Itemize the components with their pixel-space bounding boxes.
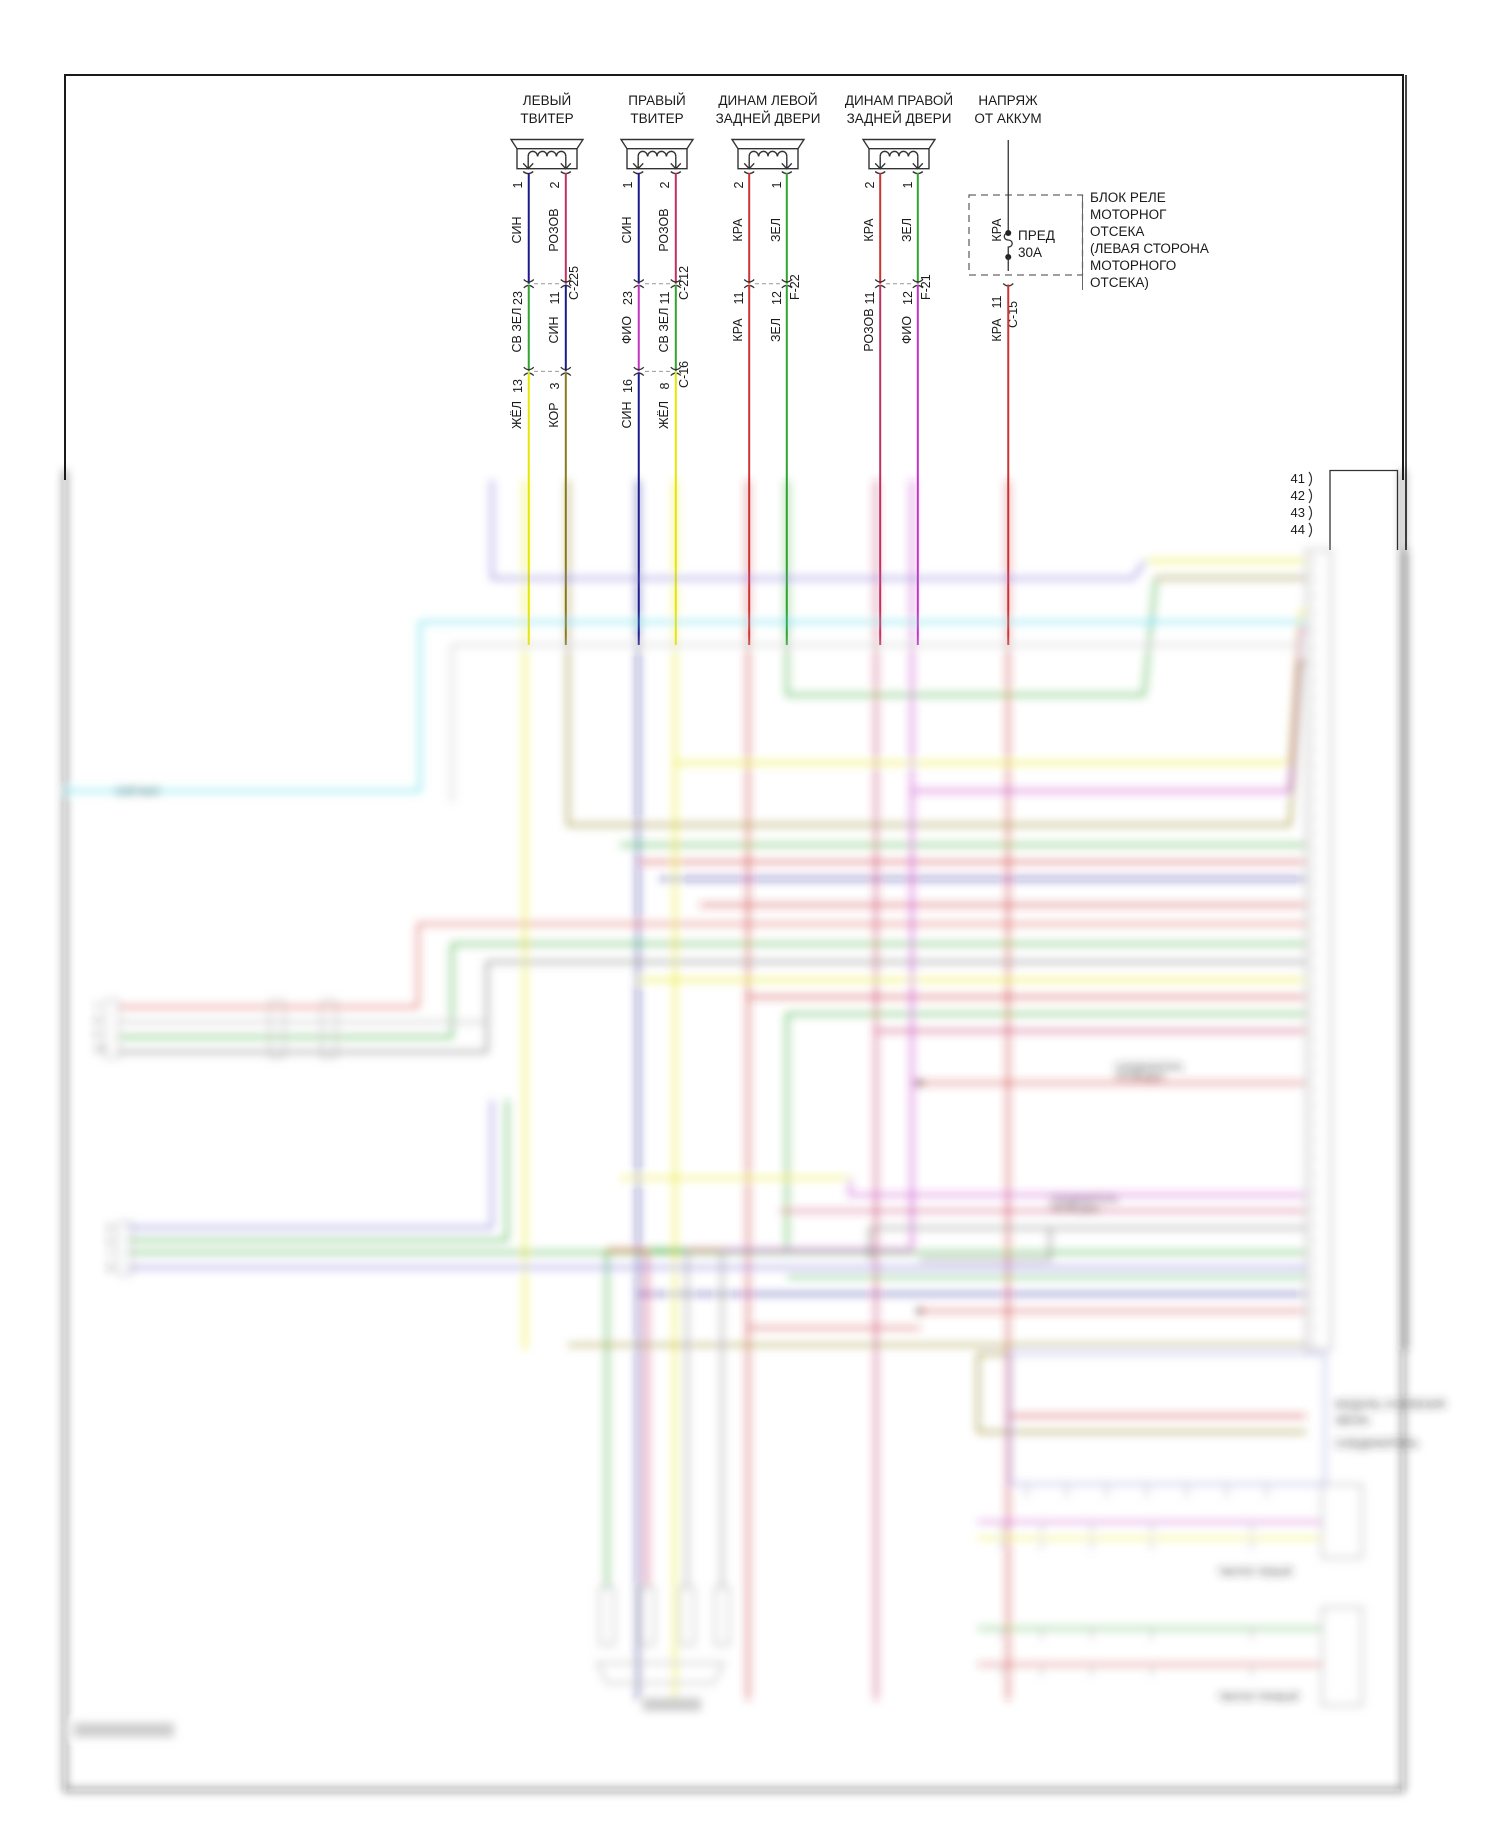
svg-text:СИГНАЛ: СИГНАЛ [115,786,160,798]
svg-text:ЗАДНЕЙ ДВЕРИ: ЗАДНЕЙ ДВЕРИ [716,111,821,126]
svg-text:C-225: C-225 [567,266,581,300]
svg-text:7: 7 [95,1002,100,1012]
svg-text:СОЕДИНИТЕЛЬ: СОЕДИНИТЕЛЬ [1050,1194,1118,1204]
svg-text:9: 9 [95,1030,100,1040]
svg-text:12: 12 [901,291,915,305]
svg-text:ЗВУКА: ЗВУКА [1335,1415,1370,1427]
svg-text:КРА: КРА [731,318,745,342]
svg-text:ДИНАМ ПРАВОЙ: ДИНАМ ПРАВОЙ [845,93,953,108]
svg-text:7: 7 [108,1249,113,1259]
svg-text:5: 5 [108,1223,113,1233]
svg-text:КРА: КРА [990,218,1004,242]
svg-text:ТВИТЕР ПРАВЫЙ: ТВИТЕР ПРАВЫЙ [1218,1691,1299,1703]
svg-text:8: 8 [95,1016,100,1026]
svg-text:6: 6 [108,1236,113,1246]
svg-text:КРА: КРА [862,218,876,242]
svg-text:ЗЕЛ: ЗЕЛ [769,318,783,342]
svg-text:1: 1 [621,181,635,188]
svg-text:2: 2 [732,181,746,188]
svg-text:СОЕДИНИТЕЛЬ: СОЕДИНИТЕЛЬ [1335,1438,1418,1450]
svg-text:СИН: СИН [547,316,561,343]
svg-text:10: 10 [95,1044,105,1054]
svg-text:2: 2 [658,181,672,188]
svg-text:МОДУЛЬ УСИЛЕНИЯ: МОДУЛЬ УСИЛЕНИЯ [1335,1399,1445,1411]
svg-text:43: 43 [1291,505,1305,520]
svg-text:11: 11 [548,291,562,304]
svg-text:НАПРЯЖ: НАПРЯЖ [978,93,1038,108]
svg-text:ПРЕД: ПРЕД [1018,228,1055,243]
svg-text:ТВИТЕР: ТВИТЕР [630,111,683,126]
svg-text:МОТОРНОГО: МОТОРНОГО [1090,258,1176,273]
svg-text:C-16: C-16 [677,361,691,388]
svg-text:СВ ЗЕЛ: СВ ЗЕЛ [510,308,524,353]
svg-text:2: 2 [863,181,877,188]
svg-text:ЛЕВЫЙ: ЛЕВЫЙ [523,93,572,108]
svg-text:2: 2 [548,181,562,188]
svg-text:13: 13 [511,379,525,393]
svg-text:ФИО: ФИО [900,316,914,344]
svg-text:1: 1 [901,181,915,188]
svg-text:ПРАВЫЙ: ПРАВЫЙ [628,93,685,108]
svg-text:ЖЁЛ: ЖЁЛ [657,401,671,429]
svg-text:КРА: КРА [990,318,1004,342]
svg-text:БЛОК РЕЛЕ: БЛОК РЕЛЕ [1090,190,1166,205]
svg-text:F-22: F-22 [788,274,802,300]
svg-text:СИН: СИН [620,401,634,428]
svg-text:РОЗОВ: РОЗОВ [547,208,561,251]
svg-text:C-212: C-212 [677,266,691,300]
svg-text:КРА: КРА [731,218,745,242]
svg-text:СВ ЗЕЛ: СВ ЗЕЛ [657,308,671,353]
svg-text:41: 41 [1291,471,1305,486]
svg-text:РОЗОВ: РОЗОВ [862,308,876,351]
svg-text:F-21: F-21 [919,274,933,300]
svg-text:ЗАДНЕЙ ДВЕРИ: ЗАДНЕЙ ДВЕРИ [847,111,952,126]
svg-text:СИН: СИН [620,216,634,243]
svg-text:30А: 30А [1018,245,1042,260]
svg-text:СОЕДИНИТЕЛЬ: СОЕДИНИТЕЛЬ [1115,1062,1183,1072]
svg-text:12: 12 [770,291,784,305]
svg-text:СИН: СИН [510,216,524,243]
svg-text:44: 44 [1291,522,1305,537]
svg-text:11: 11 [863,291,877,304]
svg-text:РОЗОВ: РОЗОВ [657,208,671,251]
svg-text:ОТСЕКА: ОТСЕКА [1090,224,1144,239]
svg-text:42: 42 [1291,488,1305,503]
svg-text:ТВИТЕР: ТВИТЕР [520,111,573,126]
svg-text:(ЛЕВАЯ СТОРОНА: (ЛЕВАЯ СТОРОНА [1090,241,1209,256]
svg-text:ОТСЕКА): ОТСЕКА) [1090,275,1149,290]
svg-text:ЗЕЛ: ЗЕЛ [769,218,783,242]
svg-text:11: 11 [990,295,1004,308]
svg-text:23: 23 [621,291,635,305]
svg-text:МОТОРНОГ: МОТОРНОГ [1090,207,1167,222]
svg-text:ПРОВОДКИ: ПРОВОДКИ [1115,1072,1165,1082]
svg-text:1: 1 [770,181,784,188]
svg-text:8: 8 [108,1263,113,1273]
svg-text:ЗЕЛ: ЗЕЛ [900,218,914,242]
svg-text:16: 16 [621,379,635,393]
svg-text:КОР: КОР [547,402,561,427]
svg-text:ОТ АККУМ: ОТ АККУМ [974,111,1041,126]
svg-text:3: 3 [548,382,562,389]
svg-text:11: 11 [732,291,746,304]
svg-text:11: 11 [658,291,672,304]
svg-text:ДИНАМ ЛЕВОЙ: ДИНАМ ЛЕВОЙ [718,93,817,108]
svg-text:1: 1 [511,181,525,188]
svg-text:ТВИТЕР ЛЕВЫЙ: ТВИТЕР ЛЕВЫЙ [1218,1566,1292,1578]
svg-text:8: 8 [658,382,672,389]
svg-text:ПРОВОДКИ: ПРОВОДКИ [1050,1204,1100,1214]
svg-text:ФИО: ФИО [620,316,634,344]
svg-text:23: 23 [511,291,525,305]
svg-text:ЖЁЛ: ЖЁЛ [510,401,524,429]
